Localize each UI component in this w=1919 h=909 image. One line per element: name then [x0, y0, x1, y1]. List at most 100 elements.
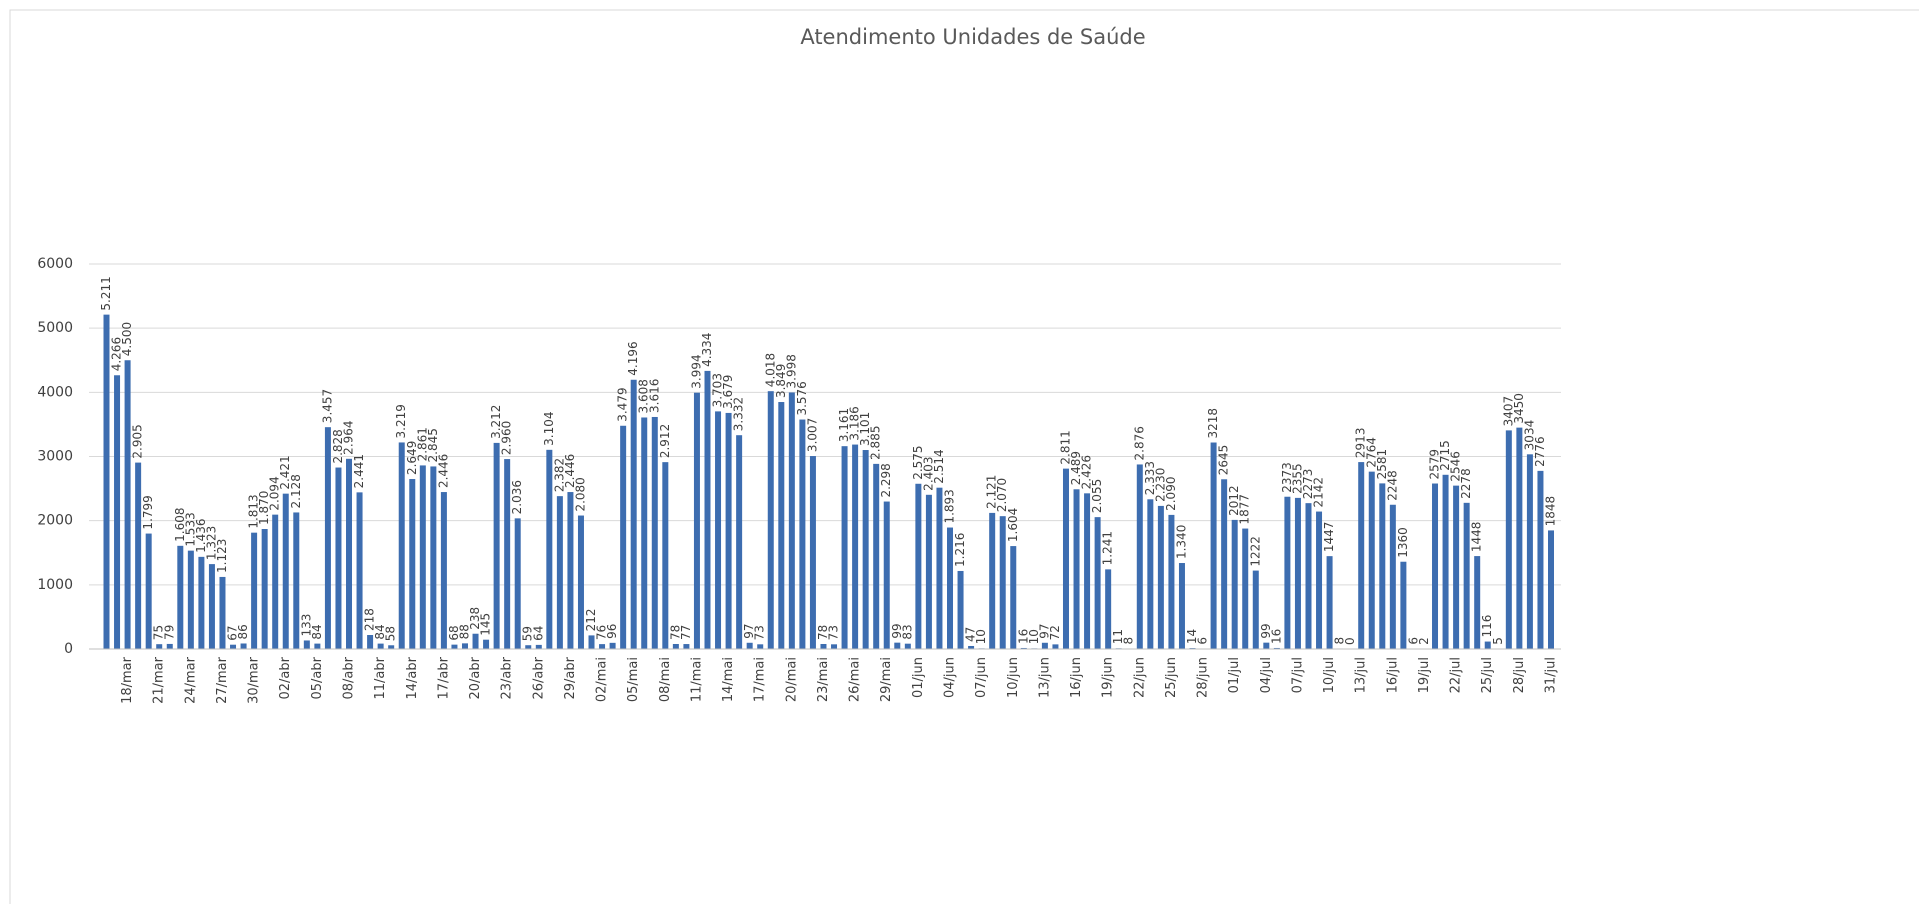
bar — [789, 392, 795, 649]
bar — [1158, 506, 1164, 649]
value-label: 2.964 — [342, 420, 356, 454]
value-label: 2.128 — [289, 474, 303, 508]
value-label: 64 — [531, 626, 545, 641]
value-label: 4.500 — [120, 322, 134, 356]
bar — [304, 640, 310, 649]
bar — [662, 462, 668, 649]
bar — [905, 644, 911, 649]
bar — [525, 645, 531, 649]
value-label: 84 — [310, 624, 324, 639]
value-label: 1360 — [1396, 527, 1410, 558]
bar — [409, 479, 415, 649]
bar — [1548, 530, 1554, 649]
bar — [736, 435, 742, 649]
x-tick-label: 16/jul — [1385, 657, 1400, 693]
value-label: 2 — [1417, 637, 1431, 645]
bar — [620, 426, 626, 649]
bar — [557, 496, 563, 649]
value-label: 145 — [479, 613, 493, 636]
y-tick-label: 3000 — [37, 449, 73, 465]
bar — [1052, 644, 1058, 649]
bar — [1432, 484, 1438, 649]
value-label: 2.070 — [995, 478, 1009, 512]
bar — [241, 643, 247, 649]
value-label: 2.446 — [436, 454, 450, 488]
bar — [462, 643, 468, 649]
bar — [230, 645, 236, 649]
bar — [894, 643, 900, 649]
bar — [1295, 498, 1301, 649]
value-label: 2.090 — [1164, 477, 1178, 511]
x-tick-label: 17/mai — [753, 657, 768, 702]
value-label: 2776 — [1533, 436, 1547, 467]
value-label: 4.196 — [626, 341, 640, 375]
x-tick-label: 23/abr — [500, 656, 515, 699]
value-label: 1.604 — [1006, 508, 1020, 542]
bar — [135, 463, 141, 649]
value-label: 116 — [1480, 615, 1494, 638]
bar — [926, 495, 932, 649]
bar — [683, 644, 689, 649]
bar — [1084, 493, 1090, 649]
value-label: 4.334 — [700, 333, 714, 367]
x-tick-label: 10/jun — [1006, 657, 1021, 698]
bar — [704, 371, 710, 649]
bar — [125, 360, 131, 649]
value-label: 8 — [1122, 637, 1136, 645]
value-label: 1448 — [1470, 522, 1484, 553]
bar — [177, 546, 183, 649]
value-label: 0 — [1343, 637, 1357, 645]
x-tick-label: 23/mai — [816, 657, 831, 702]
value-label: 3.457 — [320, 389, 334, 423]
value-label: 1.893 — [943, 489, 957, 523]
bar — [989, 513, 995, 649]
bar — [1042, 643, 1048, 649]
bar — [314, 644, 320, 649]
x-tick-label: 05/abr — [310, 656, 325, 699]
bar — [1443, 475, 1449, 649]
value-label: 2645 — [1217, 445, 1231, 476]
value-label: 3.616 — [647, 379, 661, 413]
x-tick-label: 20/mai — [784, 657, 799, 702]
x-tick-label: 11/abr — [373, 656, 388, 699]
value-label: 3.007 — [805, 418, 819, 452]
value-label: 5 — [1491, 637, 1505, 645]
bar — [747, 643, 753, 649]
bar — [483, 640, 489, 649]
x-tick-label: 04/jun — [943, 657, 958, 698]
x-tick-label: 25/jul — [1480, 657, 1495, 693]
bar — [863, 450, 869, 649]
x-tick-label: 07/jun — [974, 657, 989, 698]
bar — [915, 484, 921, 649]
bar — [778, 402, 784, 649]
x-tick-label: 07/jul — [1290, 657, 1305, 693]
bar — [198, 557, 204, 649]
bar — [567, 492, 573, 649]
value-label: 2.036 — [510, 480, 524, 514]
x-tick-label: 14/mai — [721, 657, 736, 702]
value-label: 2278 — [1459, 468, 1473, 499]
value-label: 1.216 — [953, 533, 967, 567]
value-label: 86 — [236, 624, 250, 639]
x-tick-label: 08/abr — [342, 656, 357, 699]
bar — [420, 465, 426, 649]
bar — [1379, 483, 1385, 649]
value-label: 2142 — [1312, 477, 1326, 508]
value-label: 2.298 — [879, 463, 893, 497]
x-tick-label: 21/mar — [152, 656, 167, 704]
bar — [831, 644, 837, 649]
x-tick-label: 22/jun — [1132, 657, 1147, 698]
y-tick-label: 6000 — [37, 256, 73, 272]
bar — [1369, 472, 1375, 649]
x-tick-label: 25/jun — [1164, 657, 1179, 698]
bar — [283, 494, 289, 649]
bar — [1063, 469, 1069, 649]
bar — [726, 413, 732, 649]
x-tick-label: 26/abr — [531, 656, 546, 699]
chart-title: Atendimento Unidades de Saúde — [800, 25, 1145, 49]
bar — [188, 551, 194, 649]
value-label: 2.514 — [932, 449, 946, 483]
x-tick-label: 19/jun — [1101, 657, 1116, 698]
y-tick-label: 0 — [64, 641, 73, 657]
